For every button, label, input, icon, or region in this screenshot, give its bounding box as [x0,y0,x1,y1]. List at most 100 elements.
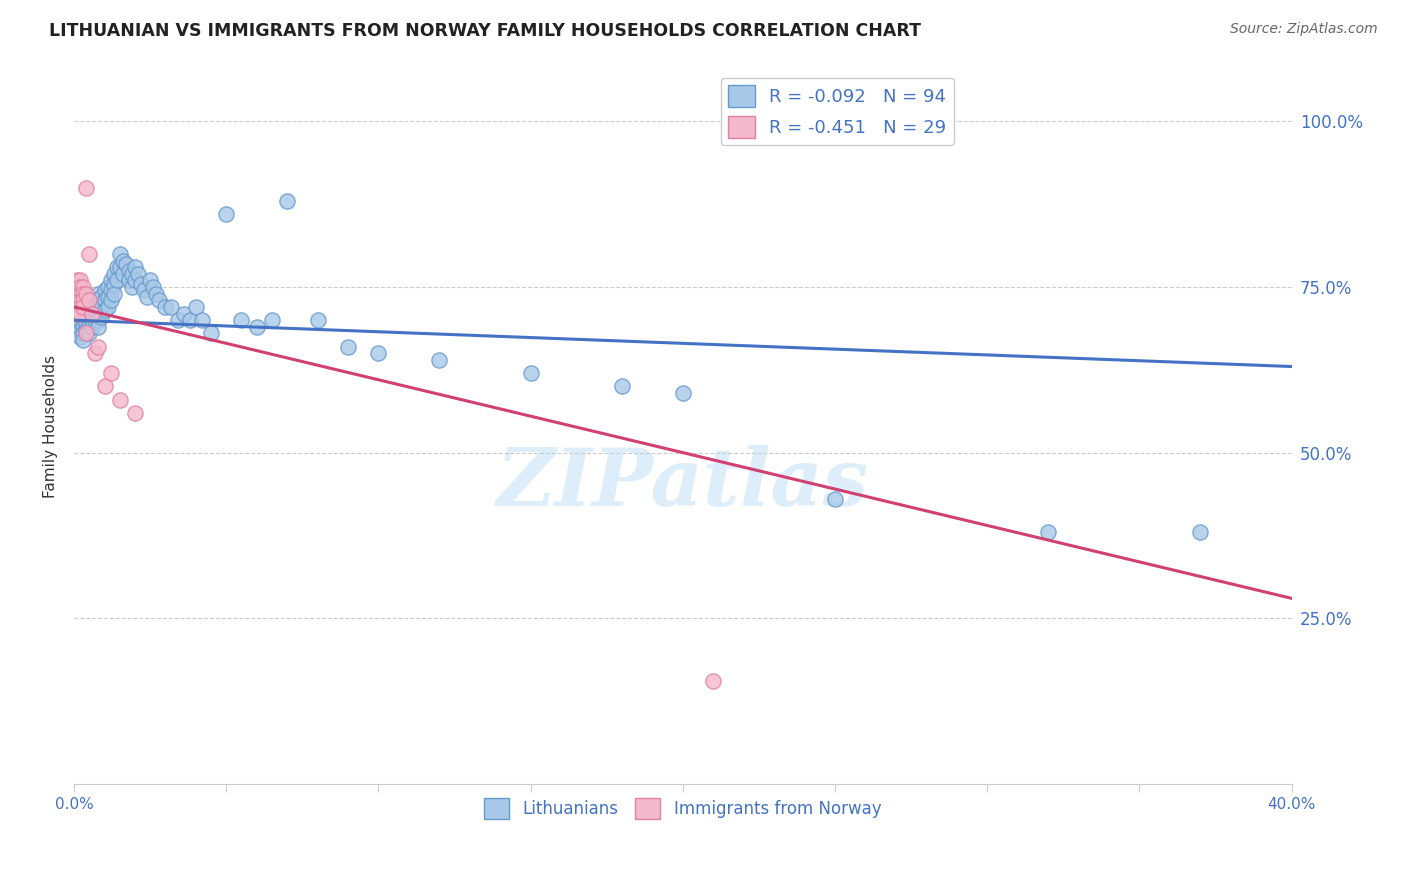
Point [82,296,104,310]
Point [90,290,112,304]
Point [200,326,222,341]
Point [610,379,633,393]
Point [69,307,91,321]
Point [105,273,128,287]
Point [702,674,724,689]
Point [124,273,146,287]
Point [672,386,695,401]
Point [87,286,110,301]
Point [246,319,269,334]
Point [87,303,110,318]
Point [66,323,89,337]
Point [84,307,107,321]
Point [72,300,94,314]
Point [103,286,125,301]
Point [215,207,238,221]
Point [75,286,97,301]
Point [79,247,101,261]
Point [307,313,329,327]
Point [79,313,101,327]
Point [93,303,115,318]
Point [191,313,214,327]
Point [124,260,146,275]
Point [66,300,89,314]
Point [75,317,97,331]
Point [100,293,122,308]
Point [184,300,207,314]
Point [72,313,94,327]
Point [111,267,134,281]
Point [103,277,125,291]
Point [111,253,134,268]
Point [93,379,115,393]
Point [121,267,143,281]
Point [69,300,91,314]
Point [824,491,846,506]
Point [84,300,107,314]
Point [121,280,143,294]
Point [337,340,360,354]
Point [173,307,195,321]
Point [69,293,91,308]
Point [118,273,141,287]
Point [124,406,146,420]
Point [66,293,89,308]
Point [90,300,112,314]
Y-axis label: Family Households: Family Households [44,355,58,498]
Point [142,280,165,294]
Point [69,323,91,337]
Text: LITHUANIAN VS IMMIGRANTS FROM NORWAY FAMILY HOUSEHOLDS CORRELATION CHART: LITHUANIAN VS IMMIGRANTS FROM NORWAY FAM… [49,22,921,40]
Point [108,260,131,275]
Point [82,303,104,318]
Point [100,284,122,298]
Point [1189,525,1212,540]
Point [72,326,94,341]
Point [69,329,91,343]
Legend: Lithuanians, Immigrants from Norway: Lithuanians, Immigrants from Norway [478,792,889,825]
Point [72,293,94,308]
Point [75,180,97,194]
Point [139,273,162,287]
Point [82,319,104,334]
Point [1036,525,1059,540]
Point [118,263,141,277]
Point [69,317,91,331]
Point [103,267,125,281]
Point [108,392,131,407]
Point [166,313,188,327]
Point [75,293,97,308]
Point [105,260,128,275]
Point [79,300,101,314]
Point [79,326,101,341]
Point [72,286,94,301]
Point [82,307,104,321]
Point [79,319,101,334]
Point [69,286,91,301]
Point [127,267,149,281]
Point [145,286,167,301]
Point [136,290,159,304]
Point [90,310,112,324]
Point [66,319,89,334]
Point [87,313,110,327]
Point [93,284,115,298]
Point [97,280,120,294]
Point [367,346,389,360]
Point [66,307,89,321]
Point [427,352,450,367]
Point [82,313,104,327]
Point [108,247,131,261]
Point [276,194,298,208]
Point [132,284,155,298]
Point [69,307,91,321]
Point [79,293,101,308]
Point [72,300,94,314]
Point [519,366,541,380]
Point [179,313,201,327]
Point [66,280,89,294]
Point [75,303,97,318]
Point [75,323,97,337]
Point [97,300,120,314]
Point [100,273,122,287]
Point [84,346,107,360]
